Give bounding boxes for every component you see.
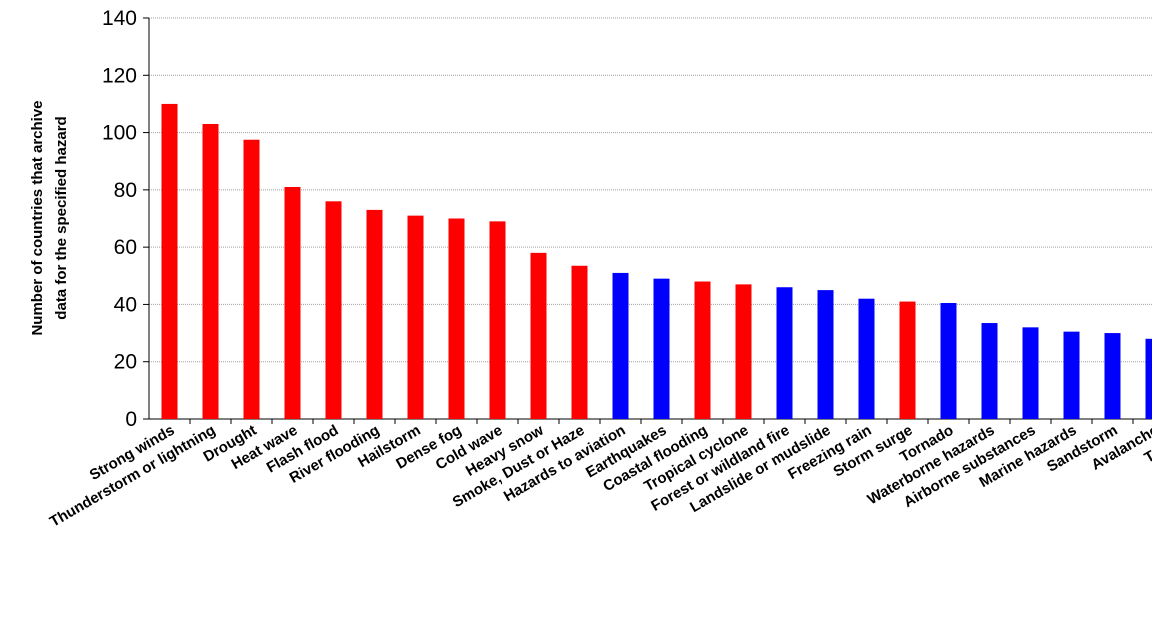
bar: [858, 298, 875, 419]
bar: [571, 265, 588, 419]
bar: [612, 272, 629, 419]
category-label: Thunderstorm or lightning: [47, 422, 219, 531]
y-tick-label: 40: [114, 293, 137, 316]
bar: [694, 281, 711, 419]
bar: [899, 301, 916, 419]
chart-title: services?: [0, 0, 1152, 8]
bar: [1104, 333, 1121, 419]
bar: [1145, 338, 1152, 419]
y-tick-label: 140: [102, 7, 137, 30]
bar: [325, 201, 342, 419]
y-tick-label: 80: [114, 179, 137, 202]
bar: [407, 215, 424, 419]
bar: [530, 252, 547, 419]
bar: [161, 103, 178, 419]
bar: [940, 302, 957, 419]
y-tick-label: 0: [125, 408, 137, 431]
y-axis-label: data for the specified hazard: [53, 116, 70, 319]
bar: [284, 186, 301, 419]
bar: [735, 284, 752, 419]
y-tick-label: 100: [102, 122, 137, 145]
y-tick-label: 120: [102, 64, 137, 87]
bar: [448, 218, 465, 419]
y-tick-label: 20: [114, 351, 137, 374]
y-axis-label: Number of countries that archive: [29, 100, 46, 335]
bar: [489, 221, 506, 419]
bar: [776, 287, 793, 419]
y-tick-label: 60: [114, 236, 137, 259]
bar: [202, 123, 219, 419]
bar: [653, 278, 670, 419]
bar: [981, 323, 998, 419]
bar: [817, 290, 834, 419]
bar: [366, 209, 383, 419]
bar: [1063, 331, 1080, 419]
bar: [1022, 327, 1039, 419]
bar: [243, 139, 260, 419]
